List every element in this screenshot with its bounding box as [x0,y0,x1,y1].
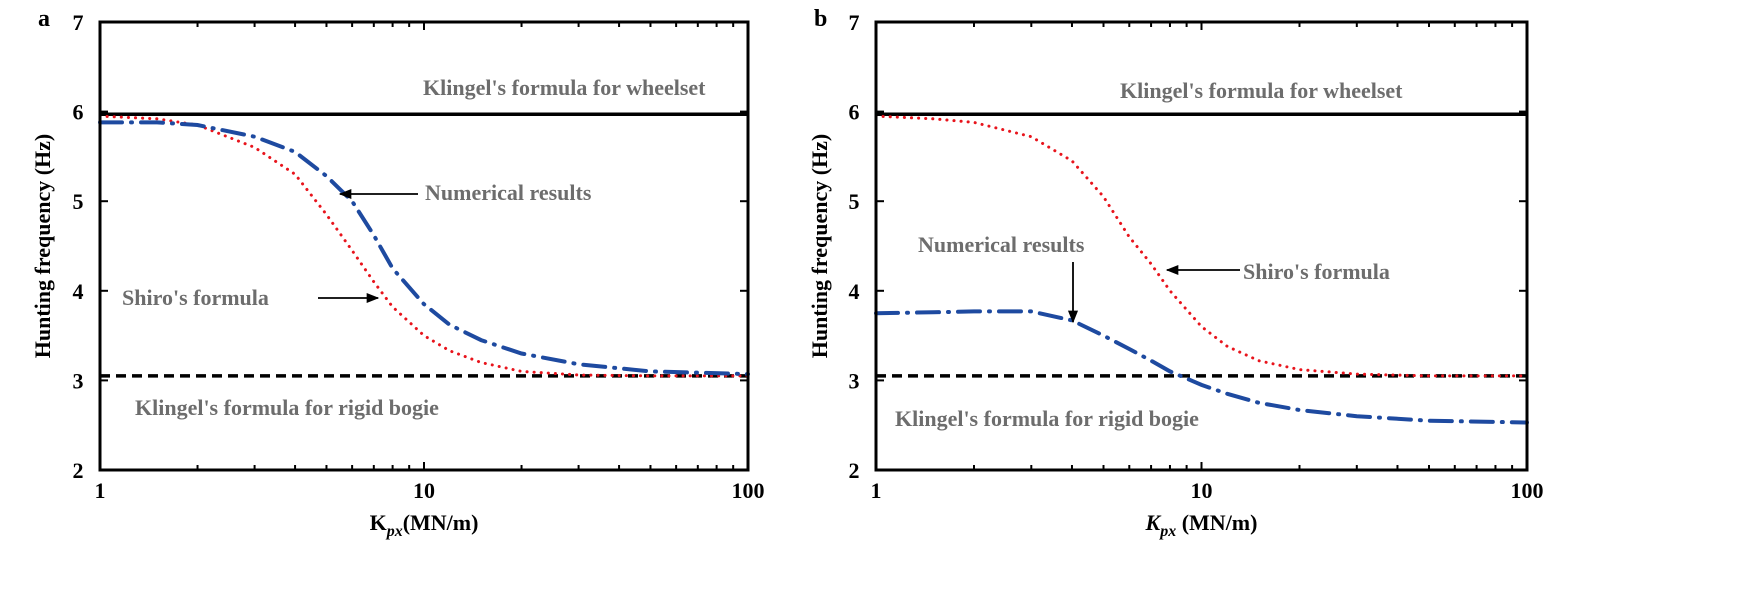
wheelset-label: Klingel's formula for wheelset [423,75,706,100]
y-tick-label: 6 [73,100,84,125]
panel-label: b [814,6,827,32]
x-axis-label-main: K [370,510,387,535]
y-axis-label: Hunting frequency (Hz) [30,134,55,358]
y-tick-label: 2 [849,458,860,483]
y-tick-label: 3 [849,368,860,393]
x-axis-label-subscript: px [385,523,403,540]
x-tick-label: 100 [732,478,765,503]
x-axis-label: Kpx(MN/m) [370,510,479,540]
series-line-shiro [98,114,750,378]
y-tick-label: 6 [849,100,860,125]
series-line-shiro [874,114,1529,378]
x-tick-label: 100 [1511,478,1544,503]
annotation-label: Numerical results [918,232,1085,257]
y-tick-label: 2 [73,458,84,483]
x-axis-label: Kpx (MN/m) [1145,510,1258,540]
x-axis-label-main: K [1145,510,1162,535]
wheelset-label: Klingel's formula for wheelset [1120,78,1403,103]
rigid-bogie-label: Klingel's formula for rigid bogie [895,406,1199,431]
annotation-label: Shiro's formula [122,285,269,310]
series-line-numerical [874,309,1529,425]
y-tick-label: 7 [73,10,84,35]
x-tick-label: 1 [95,478,106,503]
y-tick-label: 4 [849,279,860,304]
annotation-label: Numerical results [425,180,592,205]
x-axis-label-unit: (MN/m) [403,510,479,535]
x-axis-label-subscript: px [1158,523,1176,540]
x-axis-label-unit: (MN/m) [1176,510,1257,535]
y-tick-label: 3 [73,368,84,393]
panel-label: a [38,6,50,32]
series-line-numerical [98,120,750,377]
y-tick-label: 5 [849,189,860,214]
y-tick-label: 7 [849,10,860,35]
annotation-label: Shiro's formula [1243,259,1390,284]
x-tick-label: 10 [1191,478,1213,503]
y-tick-label: 5 [73,189,84,214]
x-tick-label: 10 [413,478,435,503]
rigid-bogie-label: Klingel's formula for rigid bogie [135,395,439,420]
y-tick-label: 4 [73,279,84,304]
y-axis-label: Hunting frequency (Hz) [807,134,832,358]
x-tick-label: 1 [871,478,882,503]
